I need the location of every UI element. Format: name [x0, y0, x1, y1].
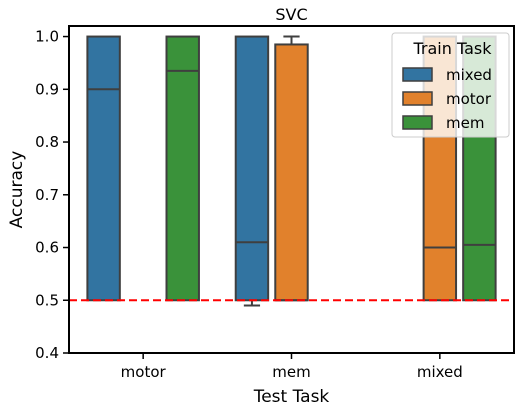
y-axis-label: Accuracy	[7, 151, 27, 229]
y-tick-label: 1.0	[35, 28, 59, 46]
axis-layer: 0.4 0.5 0.6 0.7 0.8 0.9 1.0 motor mem mixed	[35, 28, 463, 381]
legend-swatch-mem	[402, 115, 433, 130]
y-tick-label: 0.6	[35, 239, 59, 257]
box-mixed-mem	[234, 35, 270, 307]
legend-swatch-mixed	[402, 67, 433, 82]
x-tick-label: mem	[272, 363, 310, 381]
box-body	[165, 35, 200, 302]
box-motor-mem	[274, 35, 309, 302]
box-body	[274, 43, 309, 302]
y-tick-label: 0.7	[35, 186, 59, 204]
legend-label-mem: mem	[446, 114, 484, 132]
y-tick-label: 0.5	[35, 291, 59, 309]
legend-label-mixed: mixed	[446, 66, 492, 84]
box-body	[86, 35, 121, 302]
x-axis-label: Test Task	[253, 387, 330, 407]
legend-swatch-motor	[402, 91, 433, 106]
legend-frame	[391, 32, 510, 138]
legend: Train Task mixed motor mem	[391, 32, 510, 138]
legend-label-motor: motor	[446, 90, 492, 108]
y-tick-label: 0.4	[35, 344, 59, 362]
legend-items: mixed motor mem	[402, 66, 492, 132]
box-body	[234, 35, 270, 302]
chart-title: SVC	[275, 5, 307, 24]
box-mem-motor	[165, 35, 200, 302]
legend-title: Train Task	[412, 39, 492, 58]
box-mixed-motor	[86, 35, 121, 302]
y-tick-label: 0.9	[35, 80, 59, 98]
y-tick-label: 0.8	[35, 133, 59, 151]
x-tick-label: mixed	[417, 363, 463, 381]
x-tick-label: motor	[121, 363, 167, 381]
